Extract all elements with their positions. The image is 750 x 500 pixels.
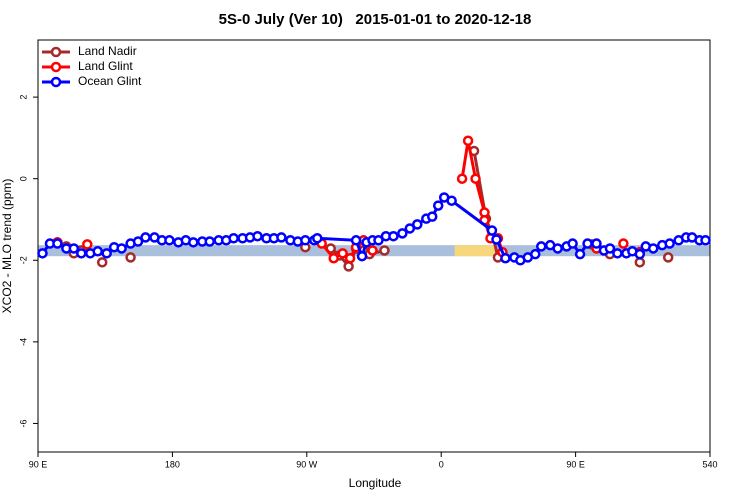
data-point bbox=[567, 238, 578, 249]
data-point bbox=[604, 243, 616, 254]
data-point bbox=[662, 252, 674, 263]
x-tick-label: 90 E bbox=[566, 459, 585, 469]
data-point bbox=[618, 238, 629, 249]
data-point bbox=[132, 236, 144, 247]
data-point bbox=[500, 252, 511, 264]
legend-marker bbox=[50, 61, 62, 73]
data-point bbox=[92, 246, 103, 257]
data-point bbox=[574, 248, 586, 260]
data-point bbox=[116, 243, 127, 254]
x-tick-label: 180 bbox=[165, 459, 180, 469]
y-tick-label: -6 bbox=[18, 419, 28, 427]
band-highlight bbox=[454, 245, 495, 257]
legend-label: Land Nadir bbox=[78, 44, 137, 58]
data-point bbox=[252, 230, 263, 242]
chart-title: 5S-0 July (Ver 10) 2015-01-01 to 2020-12… bbox=[219, 11, 532, 28]
data-point bbox=[536, 241, 547, 252]
data-point bbox=[52, 238, 63, 249]
data-point bbox=[356, 250, 368, 262]
data-point bbox=[432, 200, 444, 211]
x-tick-label: 0 bbox=[439, 459, 444, 469]
data-point bbox=[634, 248, 646, 260]
data-point bbox=[140, 232, 151, 243]
data-point bbox=[101, 248, 112, 259]
data-point bbox=[552, 243, 563, 254]
legend-label: Ocean Glint bbox=[78, 74, 142, 88]
plot-frame bbox=[37, 39, 711, 453]
data-point bbox=[446, 195, 457, 206]
data-point bbox=[591, 238, 602, 249]
data-point bbox=[76, 248, 87, 259]
legend-marker bbox=[50, 46, 62, 58]
data-point bbox=[204, 236, 215, 247]
data-point bbox=[491, 234, 502, 245]
data-point bbox=[530, 248, 541, 260]
data-point bbox=[350, 235, 362, 246]
data-point bbox=[344, 252, 356, 264]
data-point bbox=[426, 211, 438, 222]
data-point bbox=[412, 219, 423, 230]
legend-label: Land Glint bbox=[78, 59, 133, 73]
x-tick-label: 540 bbox=[702, 459, 717, 469]
data-point bbox=[486, 225, 498, 236]
data-point bbox=[337, 248, 348, 259]
y-tick-label: -4 bbox=[18, 338, 28, 346]
legend-marker bbox=[50, 76, 62, 88]
data-point bbox=[404, 223, 416, 234]
data-point bbox=[188, 237, 199, 248]
data-point bbox=[125, 252, 136, 263]
data-point bbox=[373, 235, 384, 246]
data-point bbox=[582, 238, 593, 249]
data-point bbox=[300, 235, 311, 246]
data-point bbox=[343, 261, 354, 272]
data-point bbox=[388, 230, 399, 242]
x-tick-label: 90 W bbox=[296, 459, 318, 469]
data-point bbox=[470, 173, 481, 184]
data-point bbox=[462, 135, 474, 147]
data-point bbox=[700, 235, 711, 246]
data-point bbox=[634, 257, 646, 268]
y-tick-label: 2 bbox=[18, 95, 28, 100]
data-point bbox=[397, 228, 408, 239]
data-point bbox=[456, 173, 468, 184]
data-point bbox=[664, 238, 675, 249]
y-tick-label: -2 bbox=[18, 256, 28, 264]
data-point bbox=[379, 245, 390, 256]
y-axis-label: XCO2 - MLO trend (ppm) bbox=[0, 179, 14, 314]
x-tick-label: 90 E bbox=[29, 459, 48, 469]
data-point bbox=[228, 232, 239, 244]
x-axis-label: Longitude bbox=[349, 476, 402, 490]
y-tick-label: 0 bbox=[18, 176, 28, 181]
data-point bbox=[37, 248, 48, 259]
data-point bbox=[648, 243, 659, 254]
data-point bbox=[328, 252, 339, 264]
data-point bbox=[96, 257, 108, 268]
data-point bbox=[82, 239, 93, 250]
data-point bbox=[312, 232, 323, 244]
data-point bbox=[276, 232, 287, 243]
data-point bbox=[367, 245, 378, 256]
data-point bbox=[164, 235, 175, 246]
data-point bbox=[68, 243, 80, 254]
data-point bbox=[612, 248, 623, 259]
